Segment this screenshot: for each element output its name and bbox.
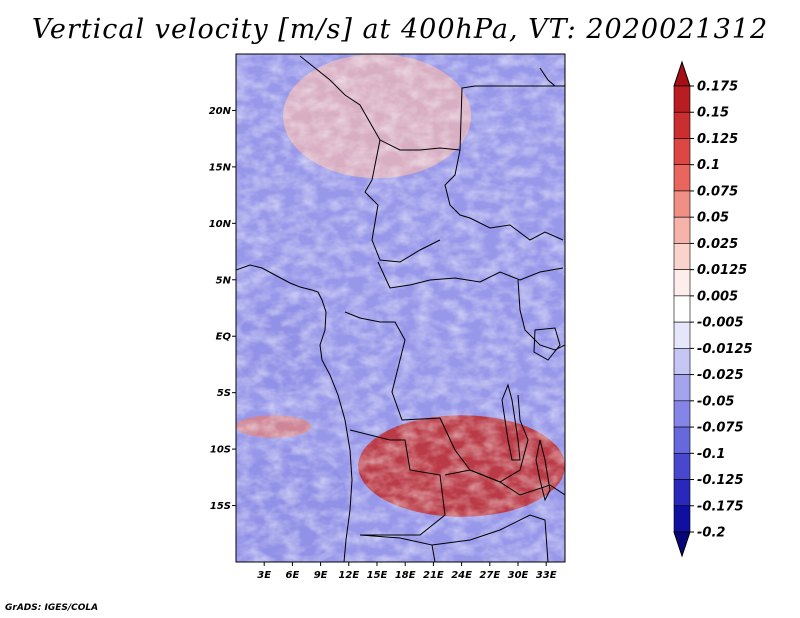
- x-tick-label: 15E: [367, 570, 388, 581]
- colorbar-swatch: [673, 426, 691, 454]
- x-tick-label: 3E: [257, 570, 271, 581]
- coastline-west-africa: [236, 264, 353, 562]
- colorbar-label: -0.075: [697, 421, 744, 436]
- border-car: [377, 261, 564, 289]
- colorbar-label: -0.05: [697, 394, 734, 409]
- colorbar-swatch: [673, 452, 691, 480]
- colorbar-swatch: [673, 216, 691, 244]
- x-tick-label: 12E: [338, 570, 359, 581]
- colorbar-top-arrow: [673, 60, 691, 87]
- x-tick-label: 6E: [286, 570, 300, 581]
- country-borders: [236, 55, 565, 562]
- colorbar-label: 0.1: [697, 158, 720, 173]
- colorbar-swatch: [673, 321, 691, 349]
- lake-malawi: [535, 439, 551, 502]
- colorbar-bottom-arrow: [673, 531, 691, 558]
- colorbar-label: -0.175: [697, 499, 744, 514]
- colorbar-swatch: [673, 164, 691, 192]
- colorbar-swatch: [673, 374, 691, 402]
- colorbar-label: 0.175: [697, 80, 738, 95]
- colorbar-swatch: [673, 269, 691, 297]
- colorbar-label: 0.0125: [697, 263, 747, 278]
- colorbar-swatch: [673, 348, 691, 375]
- x-tick-label: 24E: [451, 570, 472, 581]
- colorbar-label: 0.005: [697, 289, 738, 304]
- x-axis: 3E 6E 9E 12E 15E 18E 21E 24E 27E 30E 33E: [257, 562, 557, 581]
- x-tick-label: 18E: [395, 570, 416, 581]
- x-tick-label: 27E: [479, 570, 500, 581]
- y-tick-label: 5N: [216, 275, 232, 286]
- border-angola: [349, 429, 446, 536]
- colorbar-label: -0.125: [697, 473, 744, 488]
- y-tick-label: 10S: [210, 445, 231, 456]
- x-tick-label: 21E: [423, 570, 444, 581]
- colorbar-label: -0.2: [697, 526, 725, 541]
- colorbar-swatch: [673, 138, 691, 166]
- colorbar-swatch: [673, 400, 691, 428]
- border-zambia: [444, 469, 565, 496]
- coast-east-top: [539, 67, 556, 87]
- grads-credit: GrADS: IGES/COLA: [5, 603, 99, 613]
- chart-title: Vertical velocity [m/s] at 400hPa, VT: 2…: [31, 14, 769, 45]
- colorbar-label: 0.025: [697, 237, 738, 252]
- border-south: [359, 514, 549, 562]
- colorbar-label: 0.125: [697, 132, 738, 147]
- x-tick-label: 33E: [536, 570, 557, 581]
- border-sudan: [444, 149, 564, 241]
- colorbar-label: 0.15: [697, 106, 729, 121]
- x-tick-label: 9E: [314, 570, 328, 581]
- border-sahara: [299, 55, 565, 151]
- colorbar-swatch: [673, 505, 691, 533]
- y-tick-label: EQ: [216, 332, 232, 343]
- lake-tanganyika: [501, 383, 521, 461]
- y-tick-label: 15S: [210, 501, 231, 512]
- border-chad: [364, 139, 441, 263]
- y-tick-label: 20N: [209, 106, 232, 117]
- y-tick-label: 5S: [217, 388, 231, 399]
- y-axis: 20N 15N 10N 5N EQ 5S 10S 15S: [209, 106, 236, 512]
- colorbar-label: -0.025: [697, 368, 744, 383]
- colorbar-label: 0.05: [697, 211, 729, 226]
- colorbar-label: 0.075: [697, 184, 738, 199]
- texture-overlay: [236, 54, 565, 562]
- colorbar-swatch: [673, 111, 691, 139]
- lake-victoria: [533, 327, 561, 361]
- map-frame: [235, 53, 566, 563]
- map-area: [236, 54, 565, 562]
- colorbar-label: -0.005: [697, 316, 744, 331]
- colorbar-swatch: [673, 295, 691, 323]
- colorbar-label: -0.1: [697, 447, 725, 462]
- colorbar-label: -0.0125: [697, 342, 753, 357]
- colorbar-swatch: [673, 85, 691, 113]
- colorbar-swatch: [673, 243, 691, 270]
- y-tick-label: 15N: [209, 162, 232, 173]
- x-tick-label: 30E: [508, 570, 529, 581]
- colorbar-swatch: [673, 479, 691, 507]
- y-tick-label: 10N: [209, 219, 232, 230]
- colorbar: 0.175 0.15 0.125 0.1 0.075 0.05 0.025 0.0125 0.0…: [673, 60, 753, 558]
- border-congo: [344, 311, 529, 483]
- colorbar-swatch: [673, 190, 691, 218]
